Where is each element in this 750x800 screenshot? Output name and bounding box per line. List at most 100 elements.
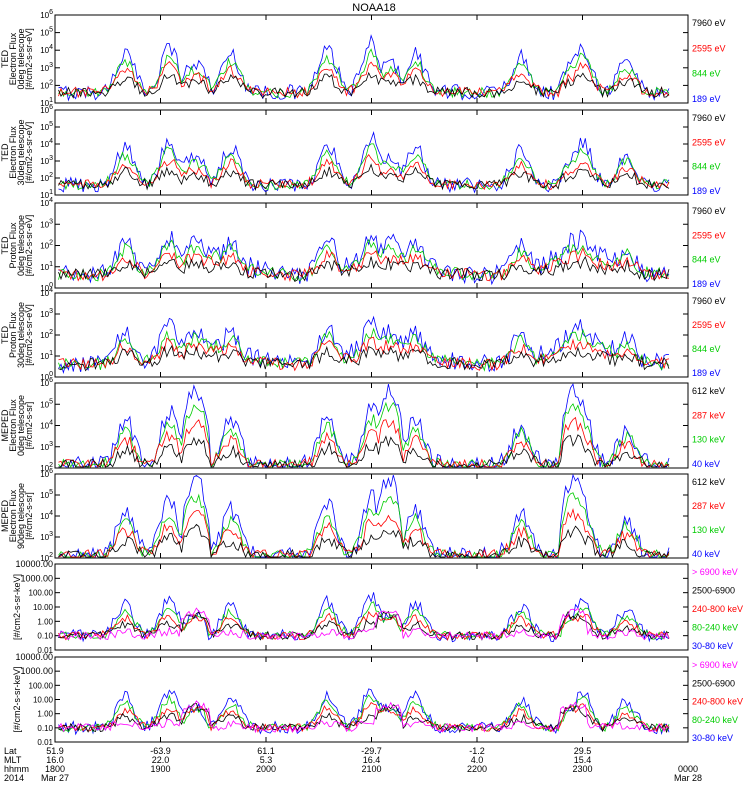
legend-label-3: 240-800 keV xyxy=(692,604,743,614)
legend-label-2: 2595 eV xyxy=(692,43,726,53)
axis-row-label-2: MLT xyxy=(4,755,22,765)
series-trace-1 xyxy=(58,607,670,642)
series-trace-5 xyxy=(58,688,670,736)
legend-label-2: 2595 eV xyxy=(692,137,726,147)
y-tick-label: 100.00 xyxy=(29,589,54,598)
y-axis-label: 0deg telescope xyxy=(16,395,26,456)
legend-label-1: 612 keV xyxy=(692,386,725,396)
legend-label-4: 189 eV xyxy=(692,368,721,378)
y-tick-label: 102 xyxy=(40,329,53,340)
series-trace-4 xyxy=(58,601,670,642)
axis-row-label-3: hhmm xyxy=(4,764,29,774)
y-tick-label: 106 xyxy=(40,104,53,115)
y-tick-label: 100.00 xyxy=(29,681,54,690)
y-axis-label: [#/cm2-s-sr] xyxy=(24,492,34,540)
y-tick-label: 0.01 xyxy=(37,646,53,655)
y-tick-label: 100 xyxy=(40,282,53,293)
y-axis-label: Electron Flux xyxy=(8,399,18,452)
y-axis-label: [#/cm2-s-sr-keV] xyxy=(12,574,22,640)
series-trace-4 xyxy=(58,315,670,374)
time-axis-lat-label: 51.9 xyxy=(46,746,64,756)
y-axis-label: Electron Flux xyxy=(8,126,18,179)
legend-label-1: > 6900 keV xyxy=(692,660,738,670)
time-axis-hhmm-label: 2000 xyxy=(256,764,276,774)
series-trace-3 xyxy=(58,143,670,191)
time-axis-mlt-label: 16.4 xyxy=(363,755,381,765)
legend-label-1: 612 keV xyxy=(692,477,725,487)
panel-7: 0.01 0.10 1.00 10.00 100.00 1000.00 10000.00 [#… xyxy=(12,559,743,655)
legend-label-3: 844 eV xyxy=(692,162,721,172)
time-axis-mlt-label: 5.3 xyxy=(260,755,273,765)
y-tick-label: 1000.00 xyxy=(20,573,53,583)
y-tick-label: 105 xyxy=(40,398,53,409)
y-tick-label: 0.10 xyxy=(37,724,53,733)
y-tick-label: 106 xyxy=(40,377,53,388)
legend-label-3: 844 eV xyxy=(692,69,721,79)
legend-label-2: 2500-6900 xyxy=(692,586,735,596)
time-axis-lat-label: -29.7 xyxy=(361,746,382,756)
series-trace-2 xyxy=(58,154,670,191)
y-tick-label: 10000.00 xyxy=(15,559,53,569)
y-tick-label: 10000.00 xyxy=(15,652,53,662)
time-axis-hhmm-label: 0000 xyxy=(678,764,698,774)
series-trace-1 xyxy=(58,163,670,192)
y-axis-label: Proton Flux xyxy=(8,222,18,269)
time-axis-hhmm-label: 1900 xyxy=(150,764,170,774)
y-axis-label: Electron Flux xyxy=(8,32,18,85)
legend-label-4: 40 keV xyxy=(692,549,720,559)
series-trace-2 xyxy=(58,61,670,99)
y-axis-label: 0deg telescope xyxy=(16,215,26,276)
y-tick-label: 1.00 xyxy=(37,710,53,719)
panel-frame xyxy=(54,563,689,651)
axis-row-label-1: Lat xyxy=(4,746,17,756)
y-axis-label: Proton Flux xyxy=(8,311,18,358)
panel-frame xyxy=(54,14,689,104)
y-axis-label: [#/cm2-s-sr-eV] xyxy=(24,122,34,184)
series-trace-3 xyxy=(58,492,670,559)
legend-label-3: 844 eV xyxy=(692,344,721,354)
legend-label-4: 189 eV xyxy=(692,279,721,289)
y-tick-label: 104 xyxy=(40,510,53,521)
series-trace-4 xyxy=(58,34,670,102)
y-tick-label: 104 xyxy=(40,420,53,431)
series-trace-3 xyxy=(58,401,670,469)
time-axis-lat-label: 61.1 xyxy=(257,746,275,756)
legend-label-3: 240-800 keV xyxy=(692,697,743,707)
axis-row-label-4: 2014 xyxy=(4,773,24,783)
y-tick-label: 103 xyxy=(40,218,53,229)
series-trace-1 xyxy=(58,255,670,282)
series-trace-2 xyxy=(58,416,670,468)
series-trace-1 xyxy=(58,523,670,559)
series-trace-4 xyxy=(58,130,670,194)
legend-label-1: 7960 eV xyxy=(692,206,726,216)
series-trace-3 xyxy=(58,611,670,642)
y-tick-label: 102 xyxy=(40,552,53,563)
y-tick-label: 102 xyxy=(40,79,53,90)
y-axis-label: TED xyxy=(0,325,10,344)
time-axis-date-label: Mar 27 xyxy=(41,773,69,783)
y-axis-label: 30deg telescope xyxy=(16,302,26,368)
legend-label-4: 80-240 keV xyxy=(692,715,738,725)
legend-label-1: 7960 eV xyxy=(692,296,726,306)
legend-label-4: 40 keV xyxy=(692,459,720,469)
y-tick-label: 104 xyxy=(40,197,53,208)
y-axis-label: TED xyxy=(0,143,10,162)
series-trace-4 xyxy=(58,229,670,286)
y-tick-label: 102 xyxy=(40,240,53,251)
time-axis-hhmm-label: 1800 xyxy=(45,764,65,774)
y-axis-label: TED xyxy=(0,236,10,255)
legend-label-2: 287 keV xyxy=(692,410,725,420)
series-trace-3 xyxy=(58,48,670,99)
y-tick-label: 1.00 xyxy=(37,617,53,626)
series-trace-4 xyxy=(58,383,670,469)
y-axis-label: [#/cm2-s-sr-eV] xyxy=(24,304,34,366)
y-tick-label: 103 xyxy=(40,155,53,166)
y-axis-label: TED xyxy=(0,49,10,68)
legend-label-5: 30-80 keV xyxy=(692,641,733,651)
y-tick-label: 104 xyxy=(40,138,53,149)
y-tick-label: 106 xyxy=(40,9,53,20)
